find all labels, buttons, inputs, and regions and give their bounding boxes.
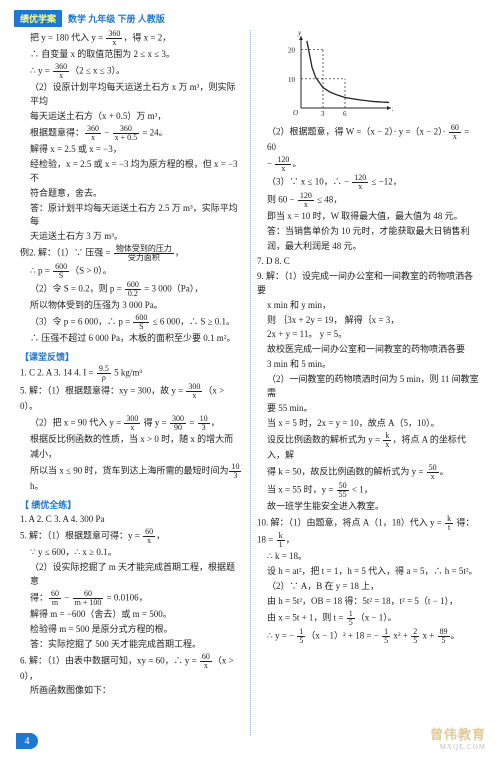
text-line: 得 k = 50，故反比例函数的解析式为 y = 50x。 <box>257 464 480 481</box>
text-line: 所以物体受到的压强为 3 000 Pa。 <box>20 299 243 313</box>
page-number: 4 <box>16 733 38 749</box>
text-line: 7. D 8. C <box>257 255 480 269</box>
text-line: 答：实际挖掘了 500 天才能完成首期工程。 <box>20 638 243 652</box>
text-line: 润，最大利润是 48 元。 <box>257 240 480 254</box>
text-line: 1. C 2. A 3. 14 4. I = 9.5ρ 5 kg/m³ <box>20 365 243 382</box>
text-line: （3）令 p = 6 000，∴ p = 600S ≤ 6 000，∴ S ≥ … <box>20 314 243 331</box>
text-line: （2）一间教室的药物喷洒时间为 5 min，则 11 间教室需 <box>257 373 480 401</box>
text-line: 即当 x = 10 时，W 取得最大值，最大值为 48 元。 <box>257 210 480 224</box>
text-line: 则 60 − 120x ≤ 48， <box>257 192 480 209</box>
text-line: 经检验，x = 2.5 或 x = −3 均为原方程的根，但 x = −3 不 <box>20 158 243 186</box>
text-line: 由 h = 5t²，OB = 18 得：5t² = 18，t² = 5（t − … <box>257 595 480 609</box>
text-line: 则 ｛3x + 2y = 19， 解得｛x = 3， <box>257 314 480 328</box>
section-heading: 【课堂反馈】 <box>20 350 243 363</box>
text-line: 5. 解：（1）根据题意可得：y = 60x， <box>20 528 243 545</box>
text-line: ∴ p = 600S（S > 0）。 <box>20 263 243 280</box>
text-line: ∴ k = 18。 <box>257 550 480 564</box>
text-line: ∵ y ≤ 600，∴ x ≥ 0.1。 <box>20 546 243 560</box>
text-line: （2）根据题意，得 W =（x − 2）· y =（x − 2）· 60x = … <box>257 124 480 155</box>
text-line: （2）设原计划平均每天运送土石方 x 万 m³，则实际平均 <box>20 81 243 109</box>
watermark: 曾伟教育 MXQE.COM <box>430 724 486 751</box>
watermark-url: MXQE.COM <box>430 743 486 751</box>
text-line: （2）把 x = 90 代入 y = 300x 得 y = 30090 = 10… <box>20 415 243 432</box>
text-line: 例2. 解：（1）∵ 压强 = 物体受到的压力受力面积， <box>20 245 243 262</box>
text-line: ∴ 自变量 x 的取值范围为 2 ≤ x ≤ 3。 <box>20 48 243 62</box>
text-line: 当 x = 5 时，2x = y = 10，故点 A（5，10）。 <box>257 417 480 431</box>
text-line: （2）设实际挖掘了 m 天才能完成首期工程，根据题意 <box>20 561 243 589</box>
text-line: 故校医完成一间办公室和一间教室的药物喷洒各要 <box>257 343 480 357</box>
text-line: ∴ y = 360x（2 ≤ x ≤ 3）。 <box>20 63 243 80</box>
text-line: （2）∵ A，B 在 y = 18 上， <box>257 580 480 594</box>
text-line: ∴ y = − 15（x − 1）² + 18 = − 15 x² + 25 x… <box>257 628 480 645</box>
subject-label: 数学 九年级 下册 人教版 <box>68 12 165 25</box>
text-line: （2）令 S = 0.2，则 p = 6000.2 = 3 000（Pa）， <box>20 281 243 298</box>
text-line: 设 h = at²，把 t = 1，h = 5 代入，得 a = 5，∴ h =… <box>257 565 480 579</box>
fraction: 360x <box>106 30 122 47</box>
text-line: 要 55 min。 <box>257 402 480 416</box>
text-line: 检验得 m = 500 是原分式方程的根。 <box>20 623 243 637</box>
svg-text:20: 20 <box>288 47 296 55</box>
svg-text:10: 10 <box>288 76 296 84</box>
text-line: 每天运送土石方（x + 0.5）万 m³， <box>20 110 243 124</box>
text-line: x min 和 y min， <box>257 299 480 313</box>
page-header: 绩优学案 数学 九年级 下册 人教版 <box>14 10 165 27</box>
text-line: 得：60m − 60m + 100 = 0.0106， <box>20 590 243 607</box>
text-line: 把 y = 180 代入 y = 360x，得 x = 2， <box>20 30 243 47</box>
text-line: 故一班学生能安全进入教室。 <box>257 500 480 514</box>
text-line: 当 x = 55 时，y = 5055 < 1， <box>257 482 480 499</box>
text-line: 9. 解：（1）设完成一间办公室和一间教室的药物喷洒各要 <box>257 270 480 298</box>
text-line: 3 min 和 5 min。 <box>257 358 480 372</box>
text-line: 解得 m = −600（舍去）或 m = 500。 <box>20 608 243 622</box>
text-line: 由 x = 5t + 1，则 t = 15（x − 1）。 <box>257 610 480 627</box>
text-line: 答：原计划平均每天运送土石方 2.5 万 m³，实际平均每 <box>20 202 243 230</box>
svg-text:O: O <box>293 109 298 117</box>
text-line: 根据反比例函数的性质，当 x > 0 时，随 x 的增大而 <box>20 433 243 447</box>
svg-text:6: 6 <box>343 110 347 118</box>
text-line: 天运送土石方 3 万 m³。 <box>20 230 243 244</box>
text-line: 设反比例函数的解析式为 y = kx，将点 A 的坐标代入，解 <box>257 432 480 463</box>
section-heading: 【 绩优全练】 <box>20 498 243 511</box>
watermark-title: 曾伟教育 <box>430 724 486 743</box>
text-line: 解得 x = 2.5 或 x = −3， <box>20 143 243 157</box>
text-line: ∴ 压强不超过 6 000 Pa，木板的面积至少要 0.1 m²。 <box>20 332 243 346</box>
text-line: （3）∵ x ≤ 10，∴ − 120x ≤ −12， <box>257 174 480 191</box>
text-line: 减小， <box>20 448 243 462</box>
text-line: 2x + y = 11。 y = 5。 <box>257 328 480 342</box>
text-line: 所以当 x ≤ 90 时，货车到达上海所需的最短时间为103 h。 <box>20 463 243 494</box>
series-tag: 绩优学案 <box>14 10 62 27</box>
text-line: 5. 解：（1）根据题意得：xy = 300，故 y = 300x（x > 0）… <box>20 383 243 414</box>
main-content: 把 y = 180 代入 y = 360x，得 x = 2， ∴ 自变量 x 的… <box>20 30 480 735</box>
text-line: 所画函数图像如下： <box>20 684 243 698</box>
svg-text:x: x <box>391 105 393 113</box>
svg-text:y: y <box>297 30 302 37</box>
text-line: 符合题意，舍去。 <box>20 187 243 201</box>
text-line: 6. 解：（1）由表中数据可知，xy = 60，∴ y = 60x（x > 0）… <box>20 653 243 684</box>
text-line: 10. 解：（1）由题意，将点 A（1，18）代入 y = kt 得：18 = … <box>257 515 480 549</box>
function-graph: Ox y 3 6 10 20 <box>283 30 393 120</box>
svg-text:3: 3 <box>321 110 325 118</box>
text-line: − 120x。 <box>257 156 480 173</box>
text-line: 答：当销售单价为 10 元时，才能获取最大日销售利 <box>257 225 480 239</box>
text-line: 根据题意得：360x − 360x + 0.5 = 24。 <box>20 125 243 142</box>
text-line: 1. A 2. C 3. A 4. 300 Pa <box>20 513 243 527</box>
